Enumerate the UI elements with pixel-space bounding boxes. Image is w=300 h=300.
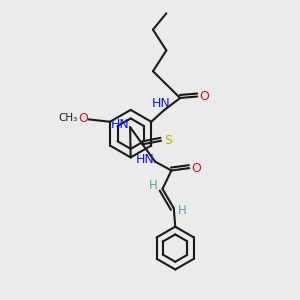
Text: HN: HN <box>136 153 155 166</box>
Text: HN: HN <box>152 97 171 110</box>
Text: O: O <box>78 112 88 125</box>
Text: S: S <box>164 134 172 147</box>
Text: H: H <box>178 204 187 217</box>
Text: O: O <box>200 90 209 103</box>
Text: CH₃: CH₃ <box>59 113 78 124</box>
Text: O: O <box>191 162 201 175</box>
Text: HN: HN <box>111 118 130 131</box>
Text: H: H <box>149 179 158 193</box>
